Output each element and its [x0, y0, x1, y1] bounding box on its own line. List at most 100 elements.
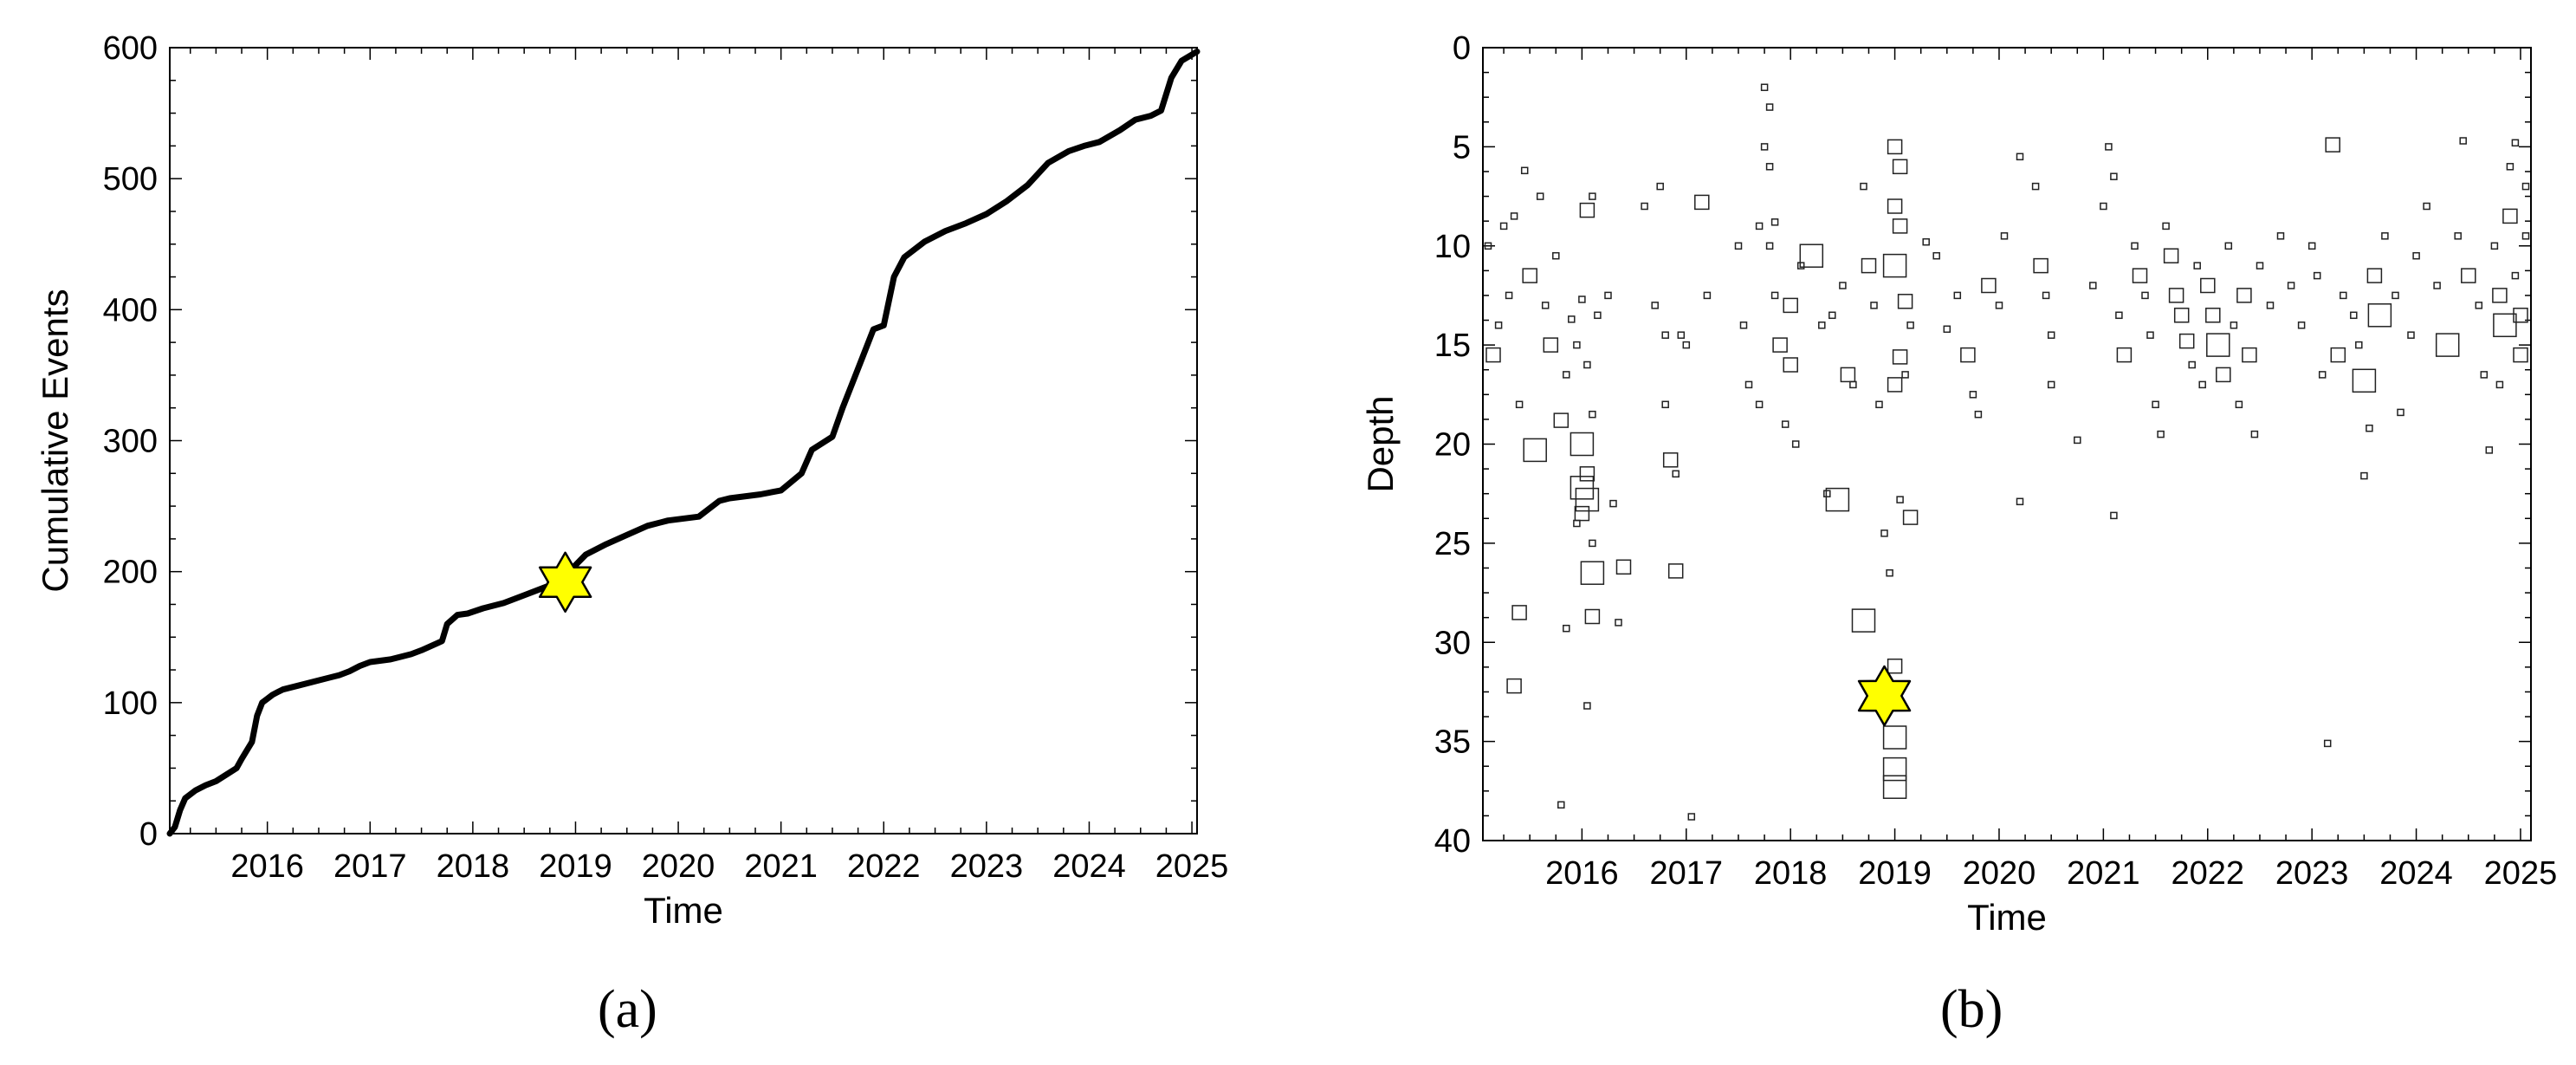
- scatter-point: [2513, 308, 2528, 323]
- scatter-point: [2016, 497, 2024, 506]
- scatter-point: [1765, 103, 1774, 111]
- scatter-point: [1661, 331, 1669, 339]
- scatter-point: [2168, 288, 2184, 303]
- scatter-point: [2330, 347, 2346, 363]
- scatter-point: [1932, 251, 1940, 260]
- scatter-point: [2355, 341, 2363, 349]
- scatter-point: [1892, 159, 1908, 175]
- scatter-point: [1662, 452, 1679, 468]
- scatter-point: [2110, 511, 2118, 520]
- scatter-point: [2502, 208, 2518, 224]
- scatter-point: [1703, 291, 1712, 300]
- scatter-point: [1604, 291, 1612, 300]
- scatter-point: [1494, 321, 1503, 329]
- scatter-point: [1765, 242, 1774, 250]
- scatter-point: [2480, 371, 2489, 379]
- scatter-point: [1563, 371, 1570, 379]
- y-tick-label: 0: [139, 816, 158, 853]
- scatter-point: [2256, 262, 2264, 269]
- scatter-point: [1892, 218, 1908, 234]
- scatter-point: [1897, 294, 1913, 309]
- scatter-point: [1783, 357, 1798, 373]
- scatter-point: [1783, 297, 1798, 314]
- scatter-point: [1609, 499, 1617, 508]
- scatter-point: [2490, 242, 2499, 250]
- x-tick-label: 2019: [1858, 855, 1932, 892]
- y-tick-label: 20: [1434, 427, 1471, 464]
- scatter-point: [2511, 271, 2520, 280]
- scatter-point: [1520, 166, 1529, 175]
- scatter-point: [1687, 813, 1696, 821]
- scatter-point: [1896, 496, 1904, 503]
- scatter-point: [2033, 257, 2049, 274]
- scatter-point: [1875, 400, 1883, 409]
- scatter-point: [1583, 360, 1591, 369]
- y-tick-label: 40: [1434, 823, 1471, 860]
- scatter-point: [1583, 702, 1591, 710]
- scatter-point: [2116, 347, 2133, 363]
- scatter-point: [1887, 377, 1903, 393]
- scatter-point: [1744, 380, 1753, 389]
- scatter-point: [1499, 222, 1508, 231]
- scatter-point: [2132, 268, 2148, 283]
- scatter-point: [1573, 341, 1581, 349]
- scatter-point: [1641, 202, 1648, 211]
- scatter-point: [1849, 380, 1857, 389]
- x-tick-label: 2019: [539, 848, 612, 885]
- scatter-point: [2493, 313, 2517, 338]
- scatter-point: [2157, 430, 2165, 438]
- scatter-point: [1543, 337, 1559, 353]
- scatter-point: [1510, 212, 1518, 220]
- scatter-point: [1770, 291, 1779, 300]
- scatter-point: [2352, 368, 2377, 393]
- scatter-point: [2475, 302, 2483, 309]
- scatter-point: [1906, 321, 1914, 329]
- scatter-point: [2397, 408, 2404, 417]
- scatter-point: [2105, 143, 2113, 151]
- x-tick-label: 2016: [230, 848, 304, 885]
- scatter-point: [1739, 321, 1748, 329]
- scatter-point: [1882, 757, 1907, 782]
- scatter-point: [2366, 424, 2373, 432]
- scatter-point: [1570, 476, 1595, 500]
- y-tick-label: 35: [1434, 724, 1471, 761]
- scatter-point: [1589, 192, 1596, 200]
- scatter-point: [1953, 291, 1962, 300]
- scatter-point: [1882, 725, 1907, 750]
- x-tick-label: 2022: [2171, 855, 2244, 892]
- scatter-point: [2146, 331, 2154, 339]
- scatter-point: [1734, 242, 1743, 250]
- scatter-point: [1887, 658, 1903, 674]
- scatter-point: [2110, 172, 2118, 180]
- scatter-point: [1943, 325, 1951, 334]
- y-tick-label: 0: [1453, 30, 1471, 67]
- scatter-point: [1886, 568, 1893, 577]
- scatter-point: [1755, 400, 1764, 409]
- scatter-point: [2521, 182, 2530, 191]
- scatter-point: [2325, 137, 2340, 153]
- scatter-point: [1760, 83, 1769, 92]
- x-tick-label: 2024: [1052, 848, 1126, 885]
- scatter-point: [2131, 242, 2139, 250]
- scatter-point: [2074, 436, 2081, 445]
- scatter-point: [1584, 608, 1601, 625]
- scatter-point: [1861, 257, 1877, 274]
- scatter-point: [2350, 311, 2358, 320]
- scatter-point: [1661, 400, 1669, 409]
- scatter-point: [1580, 561, 1605, 585]
- series-line: [166, 49, 1201, 837]
- y-tick-label: 100: [103, 685, 158, 722]
- mainshock-star-marker: [538, 551, 592, 614]
- scatter-point: [1651, 302, 1659, 309]
- plot-frame: [1482, 47, 2532, 841]
- scatter-point: [2360, 471, 2368, 480]
- scatter-point: [1825, 487, 1850, 512]
- scatter-point: [1840, 367, 1856, 383]
- scatter-point: [1589, 410, 1596, 419]
- scatter-point: [2287, 282, 2295, 289]
- scatter-point: [1541, 302, 1550, 309]
- scatter-point: [1781, 420, 1790, 428]
- scatter-point: [1922, 237, 1930, 246]
- x-tick-label: 2020: [1963, 855, 2036, 892]
